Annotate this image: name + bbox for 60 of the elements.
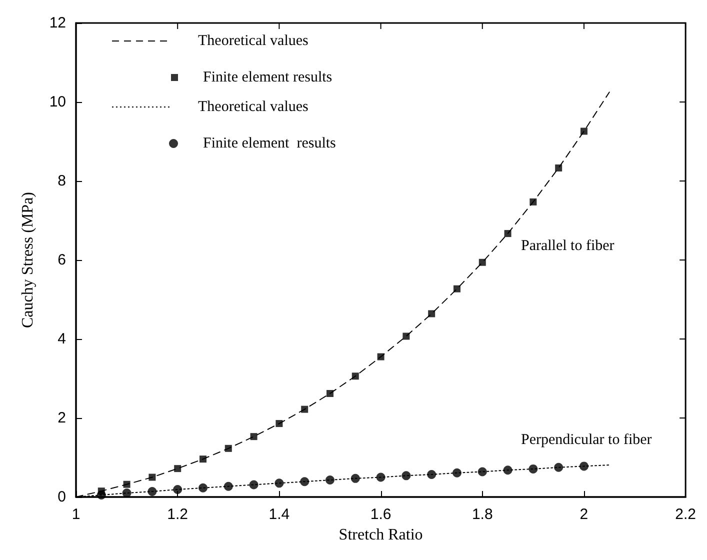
point xyxy=(148,486,157,496)
point xyxy=(96,490,106,500)
point xyxy=(530,198,537,206)
point xyxy=(249,480,258,490)
point xyxy=(326,476,334,485)
point xyxy=(402,332,410,340)
annotation: Perpendicular to fiber xyxy=(520,432,652,448)
x-tick-label: 1 xyxy=(72,506,80,523)
y-tick-label: 4 xyxy=(58,330,66,348)
point xyxy=(376,472,386,482)
point xyxy=(174,465,182,472)
point xyxy=(377,353,384,360)
point xyxy=(301,406,308,413)
point xyxy=(173,484,182,494)
point xyxy=(199,456,206,463)
x-tick-label: 2 xyxy=(580,506,588,523)
point xyxy=(504,230,512,238)
y-tick-label: 12 xyxy=(49,14,66,32)
x-axis-title: Stretch Ratio xyxy=(338,526,423,544)
point xyxy=(274,478,284,488)
legend-label: Finite element results xyxy=(203,136,336,152)
point xyxy=(427,470,436,479)
point xyxy=(276,420,283,428)
point xyxy=(428,310,436,318)
y-axis-title: Cauchy Stress (MPa) xyxy=(20,192,36,328)
annotation: Parallel to fiber xyxy=(520,238,614,254)
point xyxy=(503,466,512,475)
point xyxy=(350,474,360,483)
legend-label: Theoretical values xyxy=(198,33,309,49)
point xyxy=(478,467,487,476)
point xyxy=(555,164,562,172)
point xyxy=(580,128,588,135)
point xyxy=(300,477,310,486)
y-tick-label: 10 xyxy=(49,94,66,110)
point xyxy=(453,285,460,292)
point xyxy=(148,474,156,481)
point xyxy=(554,462,564,472)
legend-label: Finite element results xyxy=(203,70,332,86)
x-tick-label: 1.8 xyxy=(472,506,493,523)
point xyxy=(528,464,538,474)
y-tick-label: 8 xyxy=(58,172,66,190)
point xyxy=(579,462,588,471)
point xyxy=(198,483,208,492)
legend-label: Theoretical values xyxy=(198,99,309,115)
x-tick-label: 1.2 xyxy=(167,506,188,523)
x-tick-label: 1.6 xyxy=(370,506,392,523)
point xyxy=(224,482,233,491)
point xyxy=(452,468,462,478)
point xyxy=(123,480,130,488)
point xyxy=(402,471,411,480)
point xyxy=(224,444,232,452)
y-tick-label: 2 xyxy=(58,410,66,426)
y-tick-label: 0 xyxy=(58,488,66,506)
point xyxy=(478,258,486,266)
y-tick-label: 6 xyxy=(58,252,66,268)
point xyxy=(326,390,334,398)
point xyxy=(250,433,258,440)
point xyxy=(352,372,359,380)
x-tick-label: 1.4 xyxy=(268,506,290,523)
x-tick-label: 2.2 xyxy=(675,506,696,523)
